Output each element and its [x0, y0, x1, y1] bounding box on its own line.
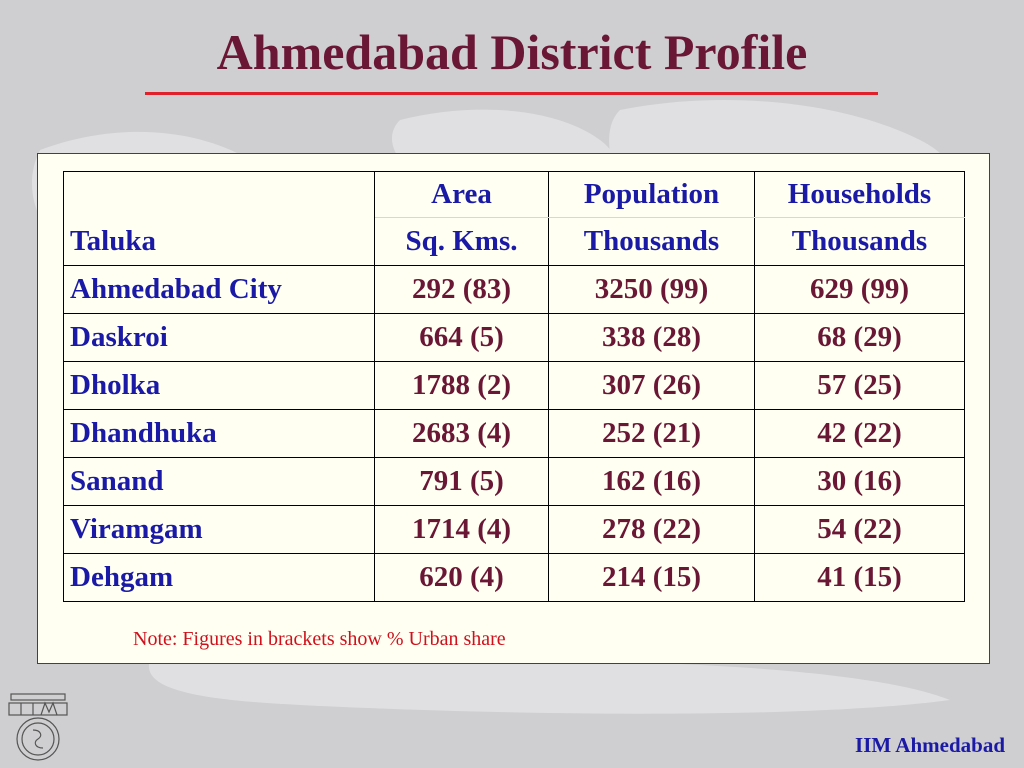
header-cell: Taluka [63, 217, 375, 266]
header-cell: Thousands [754, 217, 965, 266]
table-row: Ahmedabad City 292 (83) 3250 (99) 629 (9… [63, 265, 965, 314]
table-row: Dholka 1788 (2) 307 (26) 57 (25) [63, 361, 965, 410]
area-value: 1714 (4) [374, 505, 549, 554]
households-value: 68 (29) [754, 313, 965, 362]
page-title: Ahmedabad District Profile [216, 24, 808, 80]
households-value: 41 (15) [754, 553, 965, 602]
taluka-name: Daskroi [63, 313, 375, 362]
table-row: Sanand 791 (5) 162 (16) 30 (16) [63, 457, 965, 506]
population-value: 3250 (99) [548, 265, 755, 314]
table-row: Viramgam 1714 (4) 278 (22) 54 (22) [63, 505, 965, 554]
header-cell: Population [548, 171, 755, 218]
taluka-name: Dholka [63, 361, 375, 410]
population-value: 162 (16) [548, 457, 755, 506]
population-value: 307 (26) [548, 361, 755, 410]
table-row: Daskroi 664 (5) 338 (28) 68 (29) [63, 313, 965, 362]
households-value: 42 (22) [754, 409, 965, 458]
area-value: 1788 (2) [374, 361, 549, 410]
header-row-top: Area Population Households [63, 171, 965, 218]
area-value: 664 (5) [374, 313, 549, 362]
population-value: 338 (28) [548, 313, 755, 362]
header-cell: Sq. Kms. [374, 217, 549, 266]
header-cell [63, 171, 375, 218]
population-value: 252 (21) [548, 409, 755, 458]
households-value: 30 (16) [754, 457, 965, 506]
taluka-name: Sanand [63, 457, 375, 506]
header-cell: Area [374, 171, 549, 218]
title-underline [145, 92, 878, 95]
content-panel: Area Population Households Taluka Sq. Km… [37, 153, 990, 664]
taluka-name: Viramgam [63, 505, 375, 554]
header-cell: Thousands [548, 217, 755, 266]
district-profile-table: Area Population Households Taluka Sq. Km… [63, 171, 965, 602]
taluka-name: Ahmedabad City [63, 265, 375, 314]
table-note: Note: Figures in brackets show % Urban s… [133, 628, 506, 650]
footer-label: IIM Ahmedabad [855, 733, 1005, 757]
households-value: 57 (25) [754, 361, 965, 410]
taluka-name: Dehgam [63, 553, 375, 602]
area-value: 2683 (4) [374, 409, 549, 458]
table-row: Dehgam 620 (4) 214 (15) 41 (15) [63, 553, 965, 602]
population-value: 214 (15) [548, 553, 755, 602]
header-cell: Households [754, 171, 965, 218]
area-value: 620 (4) [374, 553, 549, 602]
area-value: 791 (5) [374, 457, 549, 506]
population-value: 278 (22) [548, 505, 755, 554]
taluka-name: Dhandhuka [63, 409, 375, 458]
iim-logo-icon [8, 693, 68, 761]
table-row: Dhandhuka 2683 (4) 252 (21) 42 (22) [63, 409, 965, 458]
area-value: 292 (83) [374, 265, 549, 314]
header-row-bottom: Taluka Sq. Kms. Thousands Thousands [63, 217, 965, 266]
households-value: 629 (99) [754, 265, 965, 314]
households-value: 54 (22) [754, 505, 965, 554]
